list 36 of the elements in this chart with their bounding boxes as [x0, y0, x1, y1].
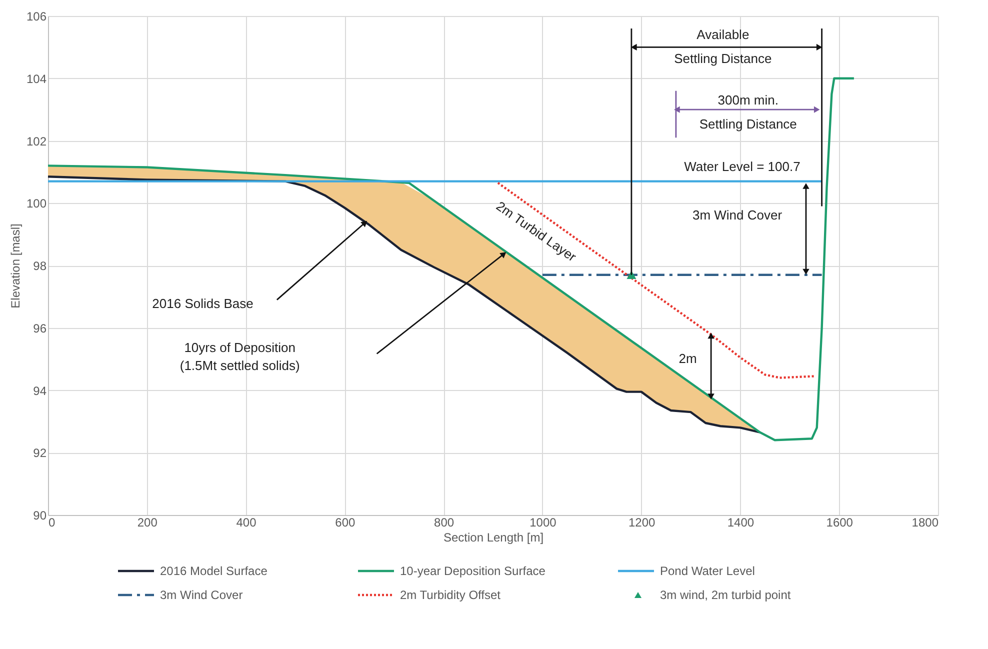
y-tick-label: 96	[33, 321, 47, 336]
annotation: 10yrs of Deposition (1.5Mt settled solids)	[180, 340, 300, 373]
annotation: Available Settling Distance	[674, 27, 772, 66]
annotation: Water Level = 100.7	[684, 158, 800, 174]
x-tick-label: 400	[236, 516, 257, 530]
y-tick-label: 102	[26, 134, 47, 148]
y-tick-label: 104	[26, 72, 47, 86]
line-series	[496, 182, 816, 379]
y-tick-label: 92	[33, 446, 47, 460]
y-tick-label: 100	[26, 196, 47, 211]
annotation: 300m min. Settling Distance	[699, 92, 797, 132]
legend-label: 3m wind, 2m turbid point	[660, 588, 792, 602]
x-tick-label: 800	[434, 516, 454, 530]
y-tick-label: 98	[33, 259, 47, 273]
x-tick-label: 1000	[530, 516, 557, 530]
annotation: 2016 Solids Base	[152, 296, 254, 311]
y-axis-title: Elevation [masl]	[8, 224, 22, 308]
legend-label: 10-year Deposition Surface	[400, 564, 546, 578]
x-tick-label: 1800	[912, 516, 939, 530]
y-tick-label: 94	[33, 384, 47, 398]
x-tick-label: 600	[335, 516, 356, 530]
legend-label: 3m Wind Cover	[160, 588, 243, 602]
y-tick-label: 106	[26, 10, 47, 24]
annotation: 2m	[678, 351, 697, 366]
x-tick-label: 0	[48, 516, 56, 530]
line-series	[46, 77, 856, 442]
y-tick-label: 90	[33, 508, 47, 522]
x-tick-label: 1600	[826, 516, 854, 530]
x-axis-title: Section Length [m]	[443, 530, 544, 544]
x-tick-label: 200	[137, 516, 158, 530]
legend-label: Pond Water Level	[660, 564, 755, 578]
annotation: 3m Wind Cover	[692, 208, 783, 223]
legend-label: 2016 Model Surface	[160, 564, 268, 578]
x-tick-label: 1400	[727, 516, 754, 530]
legend-label: 2m Turbidity Offset	[400, 588, 502, 602]
x-tick-label: 1200	[628, 516, 656, 530]
